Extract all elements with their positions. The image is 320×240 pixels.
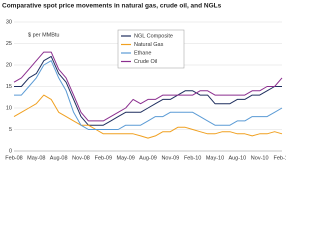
chart: Comparative spot price movements in natu… <box>2 3 286 162</box>
y-axis-label: $ per MMBtu <box>28 32 59 38</box>
chart-title: Comparative spot price movements in natu… <box>2 3 222 10</box>
series-line <box>13 94 283 139</box>
series-line <box>13 51 283 122</box>
series-line <box>14 60 283 130</box>
x-tick-label: Aug-08 <box>50 155 68 161</box>
y-tick-label: 0 <box>9 148 12 154</box>
y-tick-label: 25 <box>6 41 12 47</box>
x-tick-label: Aug-10 <box>228 155 246 161</box>
x-tick-label: May-08 <box>27 155 45 161</box>
legend-label: NGL Composite <box>134 33 173 39</box>
series-line <box>14 55 282 126</box>
y-tick-label: 5 <box>9 127 12 133</box>
legend-label: Natural Gas <box>134 42 164 48</box>
x-tick-label: Feb-08 <box>5 155 22 161</box>
x-tick-label: Feb-09 <box>95 155 112 161</box>
legend-label: Crude Oil <box>134 59 157 65</box>
y-tick-label: 20 <box>6 62 12 68</box>
x-tick-label: Nov-09 <box>161 155 179 161</box>
y-tick-label: 10 <box>6 105 12 111</box>
x-tick-label: Aug-09 <box>139 155 157 161</box>
x-tick-label: Nov-10 <box>251 155 269 161</box>
x-tick-label: Feb-10 <box>184 155 201 161</box>
y-tick-label: 15 <box>6 84 12 90</box>
y-tick-label: 30 <box>6 19 12 25</box>
legend-label: Ethane <box>134 50 151 56</box>
x-tick-label: Feb-11 <box>273 155 286 161</box>
x-tick-label: May-10 <box>206 155 224 161</box>
x-tick-label: Nov-08 <box>72 155 90 161</box>
x-tick-label: May-09 <box>116 155 134 161</box>
